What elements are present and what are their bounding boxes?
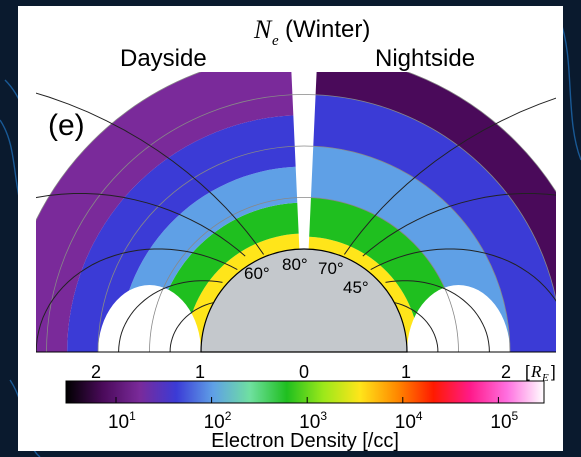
field-line <box>36 92 265 255</box>
nightside-density-band <box>315 72 556 300</box>
grid-circle <box>97 145 511 353</box>
panel-label: (e) <box>48 109 85 142</box>
field-line <box>370 248 556 302</box>
dayside-label: Dayside <box>120 45 207 72</box>
colorbar-tick-exponent: 3 <box>320 409 327 423</box>
colorbar-tick-exponent: 2 <box>225 409 232 423</box>
title-subscript: e <box>272 33 279 49</box>
x-unit-close: ] <box>551 362 556 381</box>
latitude-label-45: 45° <box>343 278 369 297</box>
chart-title: N e (Winter) <box>253 15 370 49</box>
x-tick-label: 0 <box>299 362 309 382</box>
colorbar-tick-exponent: 1 <box>129 409 136 423</box>
x-axis-unit: [ R E ] <box>525 362 556 384</box>
latitude-label-80: 80° <box>282 255 308 274</box>
field-line <box>343 97 556 255</box>
title-season: (Winter) <box>285 16 370 43</box>
latitude-label-60: 60° <box>244 264 270 283</box>
colorbar-label: Electron Density [/cc] <box>211 430 399 452</box>
field-line <box>118 280 223 353</box>
nightside-empty-lobe <box>407 285 510 352</box>
plot-area <box>36 72 556 353</box>
field-line <box>36 248 238 353</box>
x-unit-open: [ <box>525 362 530 381</box>
dayside-density-band <box>67 115 296 353</box>
colorbar-tick-exponent: 5 <box>512 409 519 423</box>
x-tick-label: 2 <box>91 362 101 382</box>
x-axis: 2 1 0 1 2 [ R E ] <box>91 362 556 384</box>
field-line <box>394 302 439 353</box>
x-tick-label: 1 <box>401 362 411 382</box>
x-tick-label: 1 <box>195 362 205 382</box>
title-symbol: N <box>253 15 273 44</box>
field-line <box>169 302 214 353</box>
field-line <box>362 193 556 257</box>
earth-disc <box>200 248 408 353</box>
nightside-label: Nightside <box>375 45 475 72</box>
colorbar-tick-exponent: 4 <box>416 409 423 423</box>
colorbar: 101 102 103 104 105 Electron Density [/cc] <box>65 380 545 452</box>
field-line <box>385 280 490 353</box>
colorbar-tick-label: 103 <box>299 409 327 433</box>
x-tick-label: 2 <box>501 362 511 382</box>
grid-circle <box>46 94 556 353</box>
dayside-density-band <box>36 72 294 352</box>
latitude-label-70: 70° <box>318 259 344 278</box>
nightside-density-band <box>313 94 556 352</box>
field-line <box>36 193 246 257</box>
dayside-empty-lobe <box>98 285 201 352</box>
latitude-labels: 60° 80° 70° 45° <box>244 255 369 297</box>
grid-circle <box>36 72 556 222</box>
x-unit-symbol: R <box>530 362 542 381</box>
grid-circle <box>149 197 459 353</box>
x-unit-subscript: E <box>541 372 549 384</box>
colorbar-bar <box>65 380 545 404</box>
